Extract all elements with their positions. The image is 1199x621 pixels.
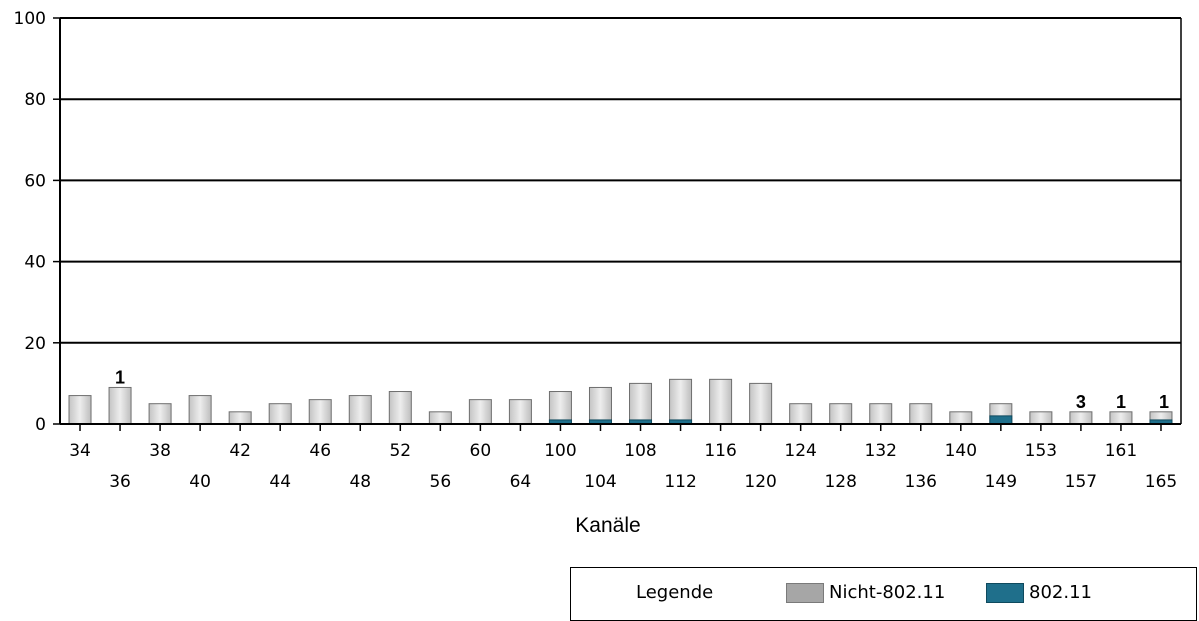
bar-nicht-80211-104 [588,386,612,425]
legend-swatch-nicht-80211 [786,582,824,603]
data-label-157: 3 [1076,392,1086,412]
bar-nicht-80211-48 [348,395,372,425]
bar-nicht-80211-108 [629,382,653,425]
x-tick-label-165: 165 [1145,472,1177,492]
gridlines [59,17,1182,424]
data-label-36: 1 [115,367,125,387]
x-tick-label-56: 56 [430,472,452,492]
y-tick-label: 0 [35,415,46,435]
y-tick-label: 60 [24,171,46,191]
bar-nicht-80211-42 [228,411,252,425]
data-labels: 1 3 1 1 [115,367,1169,411]
x-tick-label-64: 64 [510,472,532,492]
x-tick-label-149: 149 [985,472,1017,492]
x-tick-label-108: 108 [624,441,656,461]
bar-nicht-80211-38 [148,403,172,425]
x-tick-label-153: 153 [1025,441,1057,461]
bar-nicht-80211-112 [669,378,693,425]
x-tick-label-46: 46 [309,441,331,461]
x-tick-label-112: 112 [664,472,696,492]
bar-nicht-80211-44 [268,403,292,425]
bar-nicht-80211-157 [1069,411,1093,425]
x-tick-label-48: 48 [349,472,371,492]
bar-nicht-80211-56 [428,411,452,425]
bar-nicht-80211-153 [1029,411,1053,425]
x-tick-label-120: 120 [744,472,776,492]
y-tick-label: 80 [24,90,46,110]
x-tick-label-34: 34 [69,441,91,461]
x-tick-label-42: 42 [229,441,251,461]
x-tick-label-100: 100 [544,441,576,461]
x-tick-label-52: 52 [389,441,411,461]
bar-80211-149 [989,415,1013,425]
y-tick-label: 20 [24,334,46,354]
x-tick-label-140: 140 [945,441,977,461]
x-tick-label-38: 38 [149,441,171,461]
x-tick-label-136: 136 [905,472,937,492]
y-tick-label: 100 [14,9,46,29]
legend-title: Legende [636,582,714,603]
x-tick-label-36: 36 [109,472,131,492]
bar-nicht-80211-46 [308,399,332,425]
chart: 0 20 40 60 80 100 34 36 38 40 42 44 46 48 52 56 60 64 100… [14,9,1182,537]
legend-label-80211: 802.11 [1029,582,1092,603]
x-tick-label-116: 116 [704,441,736,461]
x-tick-label-40: 40 [189,472,211,492]
data-label-161: 1 [1116,392,1126,412]
x-tick-label-132: 132 [865,441,897,461]
bar-nicht-80211-116 [709,378,733,425]
legend-label-nicht-80211: Nicht-802.11 [829,582,946,603]
y-tick-label: 40 [24,253,46,273]
data-label-165: 1 [1159,392,1169,412]
bar-nicht-80211-132 [869,403,893,425]
bar-nicht-80211-120 [749,382,773,425]
x-tick-label-60: 60 [470,441,492,461]
x-tick-label-44: 44 [269,472,291,492]
x-tick-label-157: 157 [1065,472,1097,492]
bar-nicht-80211-161 [1109,411,1133,425]
bar-nicht-80211-136 [909,403,933,425]
x-axis-ticks: 34 36 38 40 42 44 46 48 52 56 60 64 100 104 108 112 116 1… [60,423,1181,492]
x-tick-label-124: 124 [784,441,816,461]
legend-swatch-80211 [986,582,1024,603]
legend-item-80211: 802.11 [986,582,1092,603]
legend: Legende Nicht-802.11 802.11 [570,567,1197,621]
legend-item-nicht-80211: Nicht-802.11 [786,582,945,603]
bar-nicht-80211-100 [548,391,572,425]
bar-nicht-80211-140 [949,411,973,425]
x-tick-label-128: 128 [824,472,856,492]
y-axis-ticks: 0 20 40 60 80 100 [14,9,60,435]
bar-nicht-80211-52 [388,391,412,425]
bars [68,378,1173,425]
bar-nicht-80211-64 [508,399,532,425]
bar-nicht-80211-34 [68,395,92,425]
bar-nicht-80211-60 [468,399,492,425]
bar-nicht-80211-124 [789,403,813,425]
x-tick-label-161: 161 [1105,441,1137,461]
bar-nicht-80211-36 [108,386,132,425]
bar-nicht-80211-40 [188,395,212,425]
x-tick-label-104: 104 [584,472,616,492]
x-axis-title: Kanäle [575,514,640,537]
bar-nicht-80211-128 [829,403,853,425]
